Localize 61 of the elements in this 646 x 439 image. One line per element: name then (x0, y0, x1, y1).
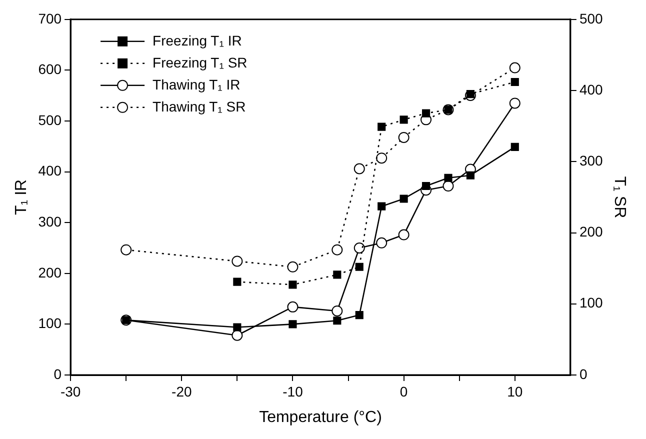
y-tick-label: 100 (38, 315, 62, 332)
point (422, 182, 430, 190)
point (354, 242, 365, 254)
point (376, 237, 388, 248)
point (233, 323, 242, 332)
point (355, 262, 364, 271)
y2-tick-label: 0 (579, 366, 588, 382)
point (288, 280, 297, 289)
point (509, 62, 520, 74)
point (510, 142, 519, 151)
point (233, 278, 242, 286)
point (442, 180, 454, 192)
point (232, 256, 243, 267)
point (333, 270, 342, 279)
y2-tick-label: 400 (579, 81, 604, 98)
y2-tick-label: 500 (579, 10, 604, 26)
legend-label: Thawing T₁ SR (152, 98, 246, 114)
point (120, 244, 132, 256)
point (378, 202, 386, 210)
point (232, 330, 243, 341)
point (509, 98, 520, 109)
y-tick-label: 0 (54, 366, 62, 382)
point (287, 261, 298, 272)
x-tick-label: -20 (172, 383, 192, 400)
y2-tick-label: 300 (579, 152, 604, 168)
y-tick-label: 500 (38, 112, 62, 128)
x-tick-label: -10 (282, 383, 304, 400)
point (333, 316, 342, 325)
point (400, 194, 408, 203)
x-tick-label: 0 (400, 383, 408, 400)
y-tick-label: 600 (38, 61, 62, 78)
point (510, 78, 519, 86)
y-tick-label: 700 (38, 10, 62, 26)
point (378, 122, 386, 131)
point (422, 109, 430, 118)
x-tick-label: -30 (60, 383, 81, 400)
point (332, 305, 343, 316)
point (466, 90, 474, 98)
point (466, 171, 474, 180)
y-tick-label: 300 (38, 213, 62, 230)
x-tick-label: 10 (507, 383, 523, 400)
point (444, 174, 452, 182)
point (288, 320, 297, 328)
y2-tick-label: 200 (579, 224, 604, 240)
y2-tick-label: 100 (579, 294, 604, 311)
y2-axis-title: T₁ SR (610, 176, 628, 218)
legend-label: Freezing T₁ SR (152, 54, 248, 70)
point (400, 116, 408, 124)
point (376, 152, 388, 164)
point (355, 311, 364, 320)
y-axis-title: T₁ IR (13, 179, 30, 216)
point (287, 301, 298, 312)
point (398, 132, 410, 143)
y-tick-label: 200 (38, 264, 62, 280)
point (332, 244, 343, 256)
point (354, 163, 365, 174)
x-axis-title: Temperature (°C) (259, 408, 382, 426)
y-tick-label: 400 (38, 162, 62, 179)
point (398, 229, 410, 240)
legend-label: Freezing T₁ IR (152, 32, 242, 48)
legend-label: Thawing T₁ IR (152, 76, 240, 92)
